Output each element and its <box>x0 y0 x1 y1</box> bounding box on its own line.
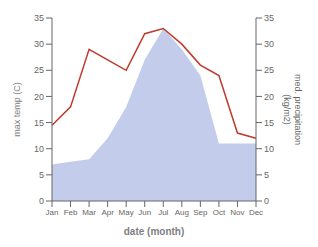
svg-text:0: 0 <box>264 196 269 206</box>
svg-text:Oct: Oct <box>213 208 226 217</box>
svg-text:date (month): date (month) <box>124 226 185 237</box>
svg-text:0: 0 <box>39 196 44 206</box>
svg-text:Aug: Aug <box>175 208 189 217</box>
svg-text:med. precipitation(kg/m2): med. precipitation(kg/m2) <box>282 74 303 145</box>
svg-text:10: 10 <box>264 144 274 154</box>
svg-text:35: 35 <box>264 13 274 23</box>
svg-text:25: 25 <box>34 65 44 75</box>
svg-text:Jan: Jan <box>46 208 59 217</box>
svg-text:Jun: Jun <box>138 208 151 217</box>
svg-text:30: 30 <box>264 39 274 49</box>
svg-text:Sep: Sep <box>193 208 208 217</box>
svg-text:Mar: Mar <box>82 208 96 217</box>
svg-text:15: 15 <box>34 118 44 128</box>
svg-text:30: 30 <box>34 39 44 49</box>
svg-text:Feb: Feb <box>64 208 78 217</box>
svg-text:May: May <box>119 208 134 217</box>
svg-text:25: 25 <box>264 65 274 75</box>
svg-text:35: 35 <box>34 13 44 23</box>
svg-text:20: 20 <box>264 92 274 102</box>
svg-text:Apr: Apr <box>101 208 114 217</box>
svg-text:5: 5 <box>264 170 269 180</box>
svg-text:Dec: Dec <box>249 208 263 217</box>
svg-text:5: 5 <box>39 170 44 180</box>
svg-text:max temp (C): max temp (C) <box>12 82 22 137</box>
svg-text:20: 20 <box>34 92 44 102</box>
svg-text:Jul: Jul <box>158 208 168 217</box>
svg-text:10: 10 <box>34 144 44 154</box>
svg-text:Nov: Nov <box>230 208 244 217</box>
svg-text:15: 15 <box>264 118 274 128</box>
